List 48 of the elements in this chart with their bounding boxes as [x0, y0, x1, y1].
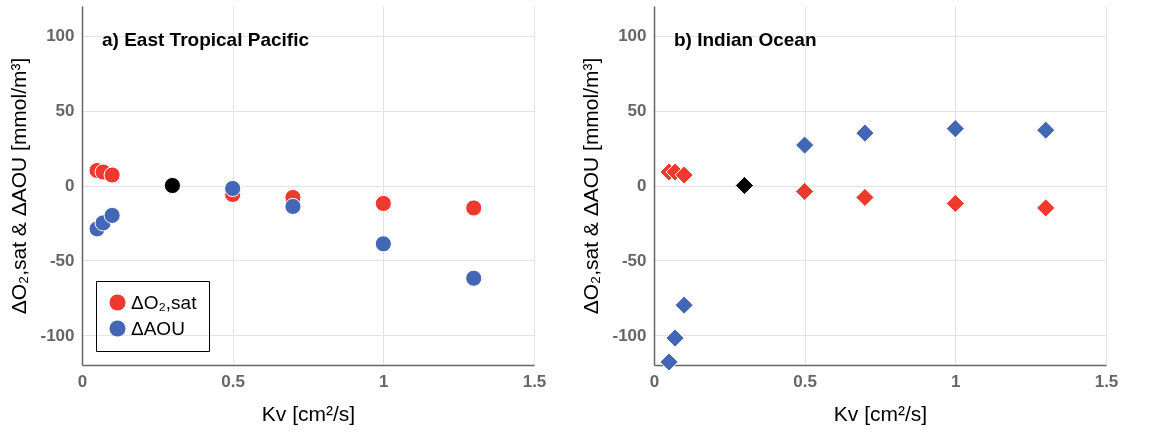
point: [674, 295, 694, 315]
x-axis-title: Kv [cm²/s]: [833, 401, 928, 425]
point: [1036, 198, 1056, 218]
text: a) East Tropical Pacific: [102, 29, 310, 50]
y-tick-label: 100: [46, 26, 75, 46]
y-tick-label: 0: [65, 176, 75, 195]
x-tick-label: 1.5: [522, 371, 547, 391]
x-tick-label: 0: [77, 371, 88, 391]
point: [795, 135, 815, 155]
point: [465, 199, 483, 217]
point: [1036, 120, 1056, 140]
point: [374, 235, 392, 253]
y-tick-label: -100: [40, 325, 75, 345]
point: [163, 176, 181, 195]
point: [945, 193, 965, 214]
point: [284, 197, 302, 215]
x-axis-title: Kv [cm²/s]: [261, 401, 356, 425]
y-tick-label: 100: [618, 26, 647, 46]
point: [734, 175, 754, 196]
point: [465, 269, 483, 287]
y-tick-label: 0: [637, 176, 647, 195]
legend-label: ΔO₂,sat: [131, 291, 198, 313]
point: [103, 166, 121, 184]
y-axis-title: ΔO₂,sat & ΔAOU [mmol/m³]: [579, 57, 603, 315]
point: [674, 165, 694, 185]
y-tick-label: 50: [627, 101, 647, 121]
point: [665, 328, 685, 348]
point: [103, 206, 121, 224]
y-tick-label: 50: [55, 101, 75, 121]
point: [945, 119, 965, 139]
point: [659, 352, 679, 372]
y-tick-label: -50: [49, 250, 75, 270]
y-axis-title: ΔO₂,sat & ΔAOU [mmol/m³]: [7, 57, 31, 315]
point: [855, 123, 875, 143]
x-tick-label: 1: [951, 371, 961, 391]
text: b) Indian Ocean: [674, 29, 817, 50]
legend-label: ΔAOU: [131, 317, 185, 339]
point: [224, 179, 242, 198]
x-tick-label: 1.5: [1094, 371, 1119, 391]
y-tick-label: -50: [621, 250, 647, 270]
x-tick-label: 0.5: [221, 371, 245, 391]
point: [855, 187, 875, 208]
y-tick-label: -100: [612, 325, 647, 345]
x-tick-label: 0: [649, 371, 660, 391]
x-tick-label: 1: [379, 371, 389, 391]
point: [795, 181, 815, 202]
x-tick-label: 0.5: [793, 371, 817, 391]
point: [374, 194, 392, 212]
